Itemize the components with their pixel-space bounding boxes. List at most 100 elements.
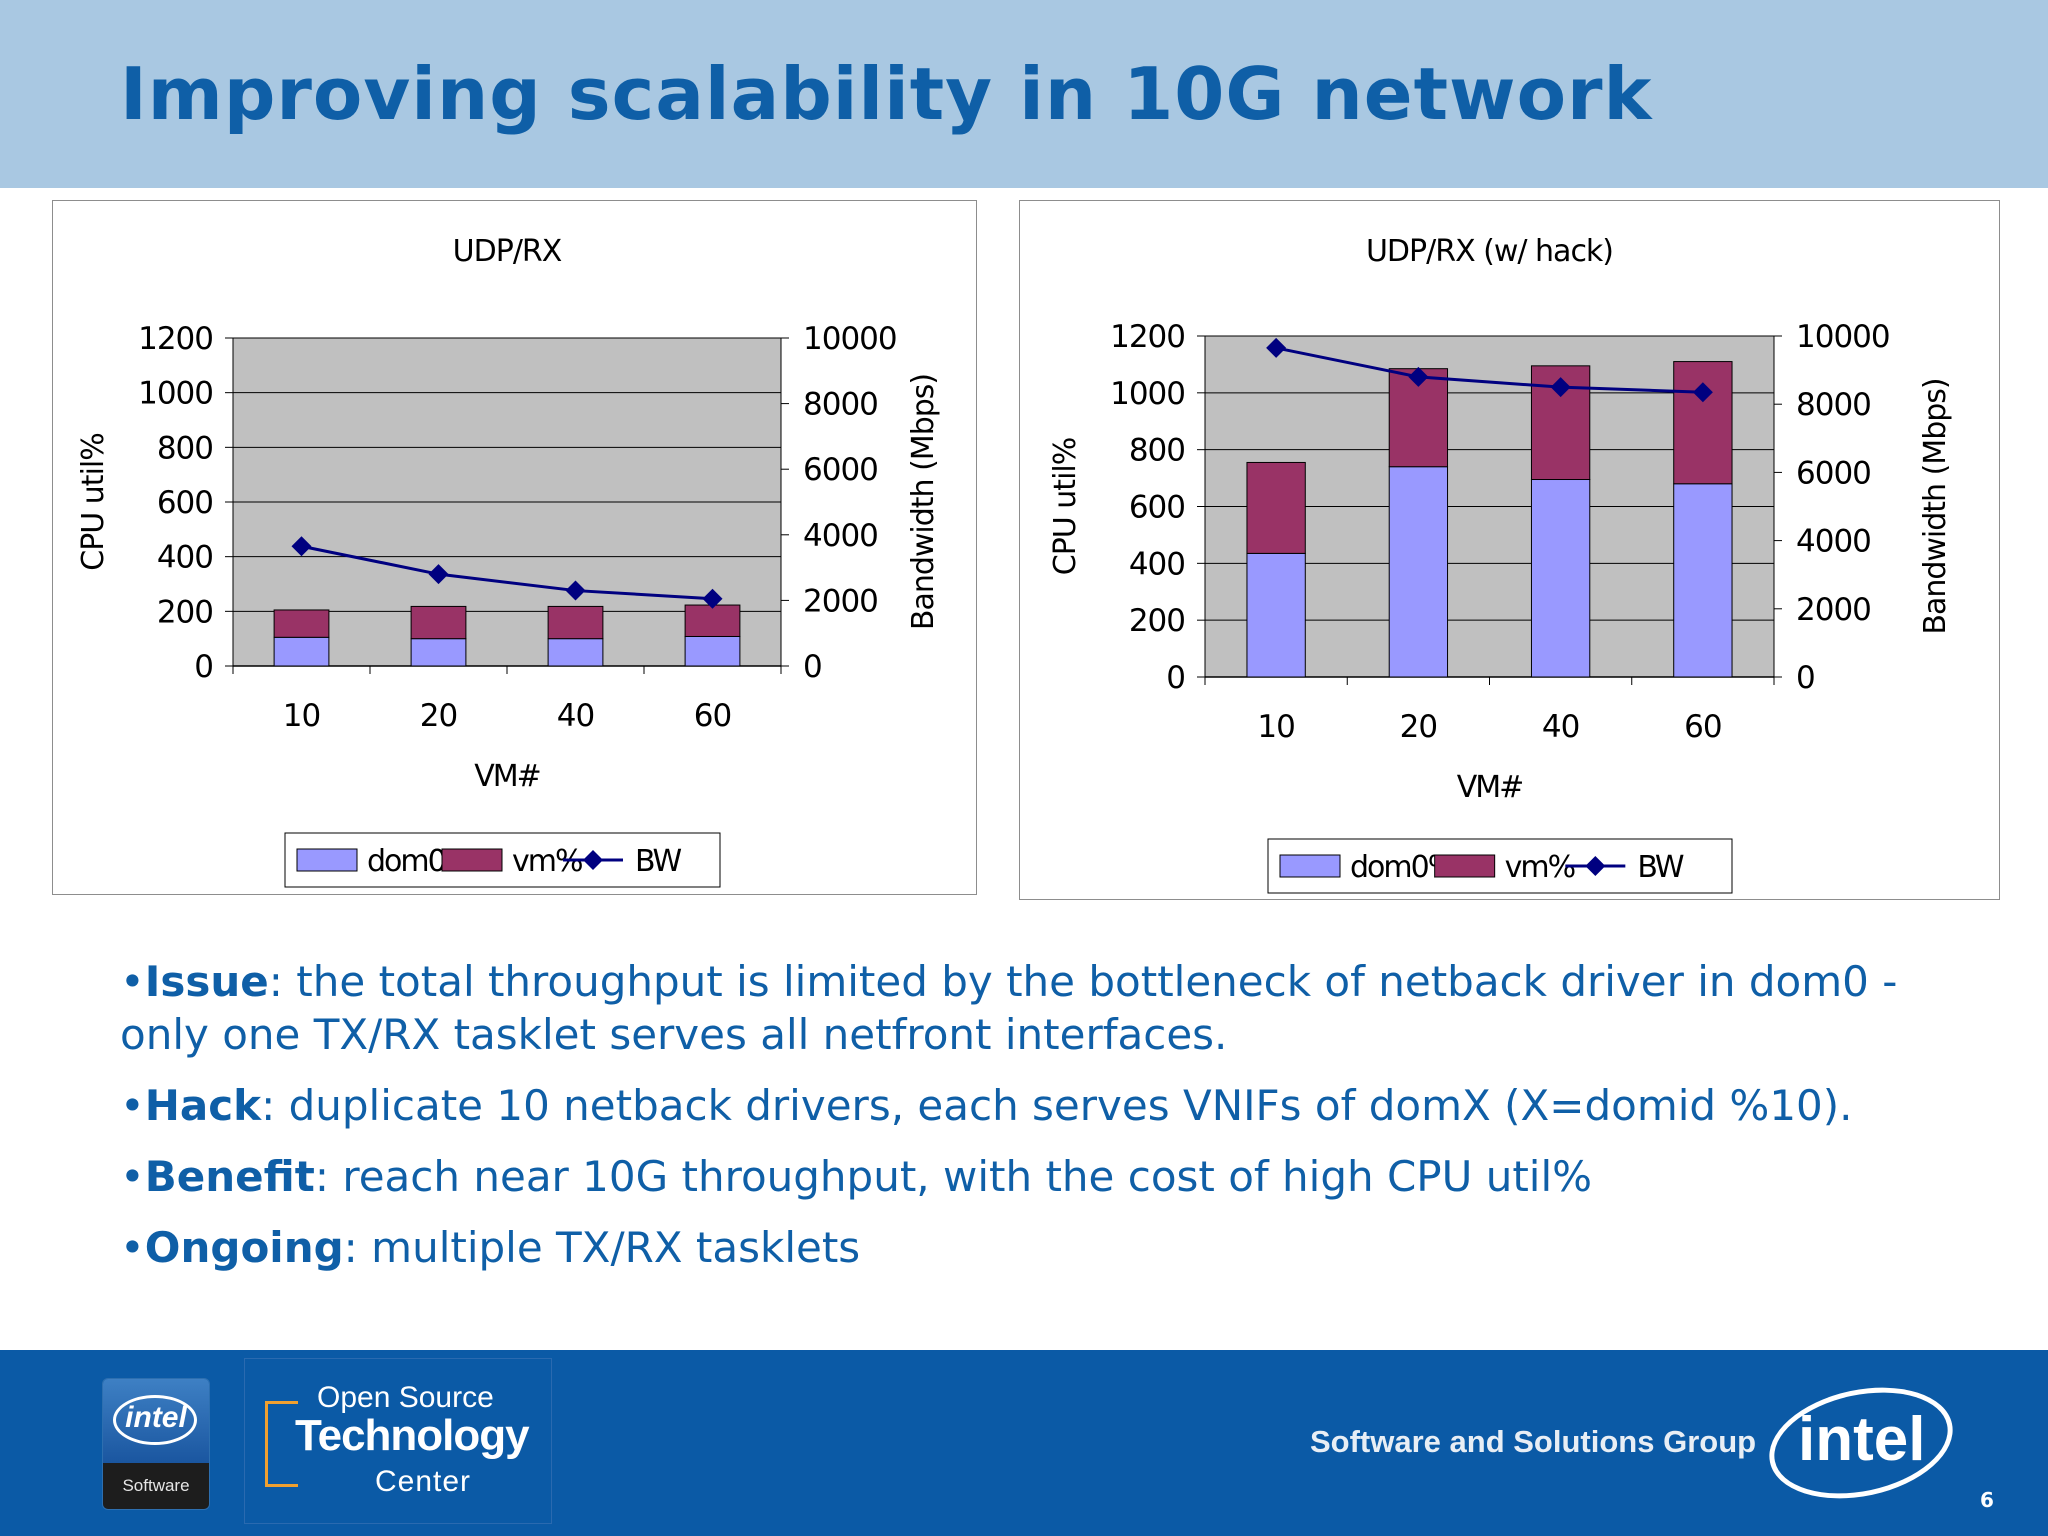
y-tick-label: 0: [1166, 660, 1185, 696]
point-bw: [1692, 382, 1713, 403]
y-tick-label: 1200: [1110, 319, 1185, 355]
y2-tick-label: 2000: [1796, 592, 1871, 628]
legend-swatch-dom0: [296, 848, 358, 872]
bullet-benefit: •Benefit: reach near 10G throughput, wit…: [120, 1152, 1593, 1201]
bullet-text: : multiple TX/RX tasklets: [343, 1223, 861, 1272]
y-tick-label: 600: [157, 485, 213, 521]
legend-marker-bw: [583, 850, 603, 870]
bar-dom0: [1673, 483, 1733, 678]
y-tick-label: 1200: [138, 321, 213, 357]
y-tick-label: 1000: [138, 376, 213, 412]
bullet-term: Ongoing: [144, 1223, 344, 1272]
bar-vm: [684, 604, 741, 637]
y2-axis-label: Bandwidth (Mbps): [1918, 378, 1953, 634]
x-tick-label: 10: [1257, 709, 1294, 745]
x-tick-label: 60: [1684, 709, 1721, 745]
bullet-hack: •Hack: duplicate 10 netback drivers, eac…: [120, 1081, 1853, 1130]
y2-tick-label: 4000: [803, 518, 878, 554]
bar-dom0: [1246, 552, 1306, 678]
y-tick-label: 800: [1129, 433, 1185, 469]
y2-tick-label: 4000: [1796, 524, 1871, 560]
y-tick-label: 200: [1129, 603, 1185, 639]
bar-vm: [547, 605, 604, 640]
slide-title: Improving scalability in 10G network: [120, 52, 1653, 136]
x-axis-label: VM#: [1457, 770, 1523, 805]
bullet-text: : reach near 10G throughput, with the co…: [314, 1152, 1593, 1201]
point-bw: [1408, 366, 1429, 387]
point-bw: [291, 536, 312, 557]
x-tick-label: 20: [1400, 709, 1437, 745]
bar-vm: [410, 605, 467, 640]
intel-oval-icon: [113, 1395, 197, 1445]
y-tick-label: 200: [157, 594, 213, 630]
series-line-bw: [1275, 346, 1703, 394]
legend-label-bw: BW: [635, 844, 682, 879]
bullet-term: Benefit: [144, 1152, 315, 1201]
legend-box: [1267, 838, 1733, 894]
y-tick-label: 400: [157, 540, 213, 576]
legend-swatch-vm: [441, 848, 503, 872]
legend-marker-bw: [1585, 856, 1606, 876]
bracket-icon: [265, 1401, 298, 1487]
y-tick-label: 800: [157, 430, 213, 466]
slide-header: Improving scalability in 10G network: [0, 0, 2048, 188]
y2-tick-label: 8000: [803, 387, 878, 423]
point-bw: [428, 564, 449, 585]
bar-dom0: [410, 638, 467, 667]
page-number: 6: [1980, 1488, 1994, 1512]
y2-tick-label: 8000: [1796, 387, 1871, 423]
y2-axis-label: Bandwidth (Mbps): [906, 374, 941, 630]
y2-tick-label: 0: [803, 649, 822, 685]
chart-udp-rx-hack: UDP/RX (w/ hack) 0 200 400 600 800 1000 1200 0 20…: [1019, 200, 2000, 900]
bullet-term: Issue: [144, 957, 269, 1006]
intel-logo-word: intel: [1798, 1405, 1926, 1474]
y2-tick-label: 6000: [1796, 455, 1871, 491]
chart-udp-rx: UDP/RX 0 200 400 600 800 1000 1200 0 2000 4000 6000…: [52, 200, 977, 895]
x-tick-label: 20: [420, 698, 457, 734]
bar-dom0: [1530, 479, 1591, 678]
bullet-term: Hack: [144, 1081, 262, 1130]
bar-dom0: [684, 635, 741, 667]
point-bw: [1266, 337, 1287, 358]
bar-dom0: [547, 638, 604, 667]
y-tick-label: 400: [1129, 546, 1185, 582]
slide-footer: [0, 1350, 2048, 1536]
series-line-bw: [301, 544, 713, 601]
y2-tick-label: 0: [1796, 660, 1815, 696]
bullet-text: : duplicate 10 netback drivers, each ser…: [261, 1081, 1853, 1130]
legend-swatch-dom0: [1279, 854, 1341, 878]
ostc-line-3: Center: [375, 1465, 472, 1498]
bar-dom0: [1388, 466, 1449, 678]
intel-software-logo: intel Software: [102, 1378, 210, 1510]
intel-logo: intel: [1759, 1371, 1963, 1515]
bar-vm: [1246, 461, 1306, 554]
bar-dom0: [273, 636, 330, 667]
chart-udp-rx-svg: UDP/RX 0 200 400 600 800 1000 1200 0 2000 4000 6000…: [76, 234, 941, 888]
y-tick-label: 0: [194, 649, 213, 685]
y-axis-label: CPU util%: [76, 433, 111, 570]
bullet-ongoing: •Ongoing: multiple TX/RX tasklets: [120, 1223, 861, 1272]
y2-tick-label: 10000: [803, 321, 897, 357]
chart-title: UDP/RX (w/ hack): [1366, 234, 1613, 269]
legend-label-vm: vm%: [1505, 850, 1575, 885]
x-tick-label: 40: [557, 698, 594, 734]
bullet-list: •Issue: the total throughput is limited …: [120, 955, 1920, 1292]
open-source-technology-center-logo: Open Source Technology Center: [244, 1358, 552, 1524]
point-bw: [1550, 377, 1571, 398]
intel-badge-word: intel: [125, 1401, 187, 1434]
x-tick-label: 10: [283, 698, 320, 734]
ostc-line-1: Open Source: [317, 1381, 494, 1414]
intel-badge-label: Software: [103, 1463, 209, 1509]
bullet-text: : the total throughput is limited by the…: [120, 957, 1898, 1059]
y2-tick-label: 10000: [1796, 319, 1890, 355]
bar-vm: [1673, 361, 1733, 485]
y2-tick-label: 6000: [803, 452, 878, 488]
y-tick-label: 1000: [1110, 376, 1185, 412]
y2-tick-label: 2000: [803, 583, 878, 619]
bullet-issue: •Issue: the total throughput is limited …: [120, 957, 1898, 1059]
x-tick-label: 40: [1542, 709, 1579, 745]
point-bw: [702, 588, 723, 609]
y-axis-label: CPU util%: [1048, 438, 1083, 575]
y-tick-label: 600: [1129, 490, 1185, 526]
group-name: Software and Solutions Group: [1310, 1424, 1757, 1459]
